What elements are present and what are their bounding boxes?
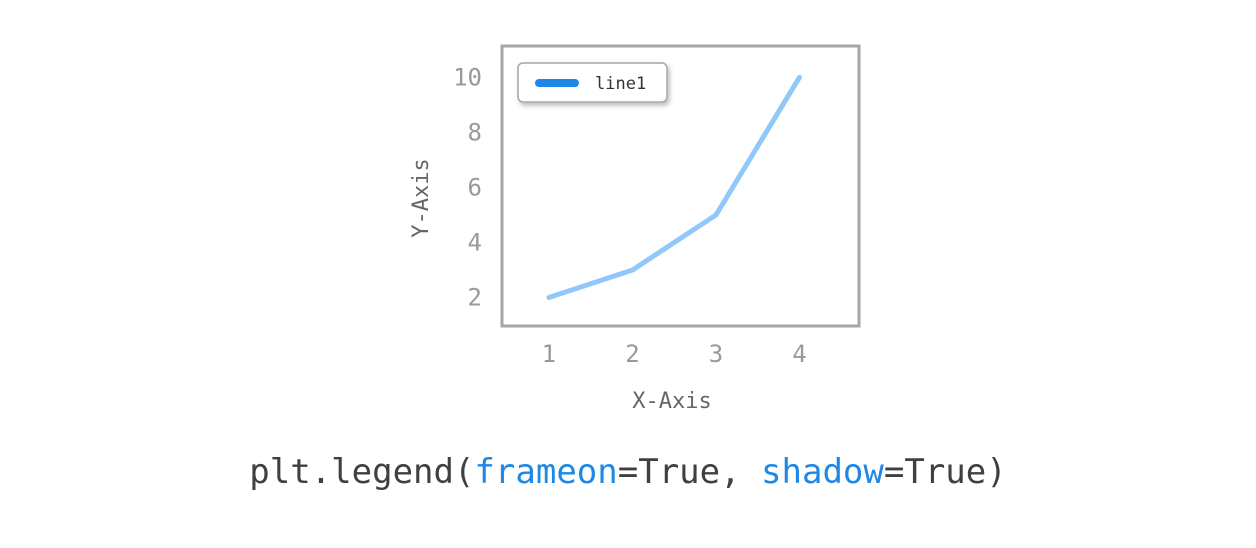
- x-tick-label: 3: [709, 340, 723, 368]
- y-tick-label: 4: [468, 228, 482, 256]
- code-keyword-frameon: frameon: [474, 452, 618, 492]
- series-line-line1: [546, 74, 802, 300]
- code-value-shadow: =True): [883, 452, 1007, 492]
- code-value-frameon: =True,: [617, 452, 762, 492]
- legend: [517, 62, 668, 103]
- line-chart: line1 1 2 3 4 2 4 6 8 10 X-Axis Y-Axis: [409, 44, 861, 414]
- y-tick-label: 6: [468, 173, 482, 201]
- y-tick-label: 8: [468, 118, 482, 146]
- x-axis-label: X-Axis: [632, 389, 711, 414]
- code-prefix: plt.legend(: [249, 452, 475, 492]
- y-axis-label: Y-Axis: [409, 158, 434, 237]
- legend-label-line1: line1: [595, 74, 646, 94]
- plot-frame: [500, 44, 861, 328]
- y-tick-label: 2: [468, 284, 482, 312]
- x-tick-label: 2: [625, 340, 639, 368]
- y-tick-label: 10: [453, 63, 482, 91]
- code-keyword-shadow: shadow: [761, 452, 884, 492]
- x-tick-label: 4: [792, 340, 806, 368]
- code-snippet: plt.legend(frameon=True, shadow=True): [0, 452, 1256, 492]
- x-tick-label: 1: [542, 340, 556, 368]
- legend-box: [517, 62, 668, 103]
